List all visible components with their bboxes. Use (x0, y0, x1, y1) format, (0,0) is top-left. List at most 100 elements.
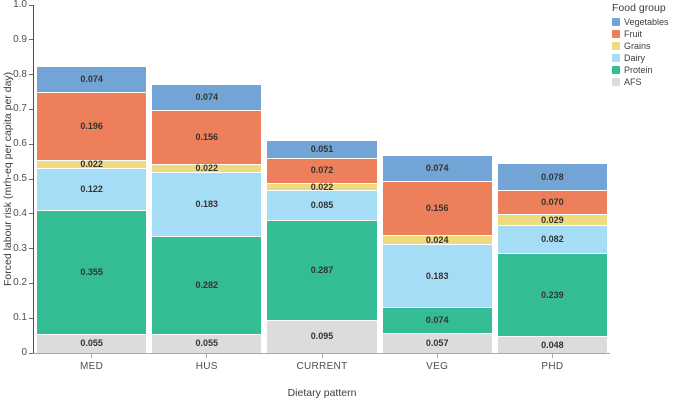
segment-value-label: 0.074 (80, 74, 103, 85)
y-tick-label: 0 (21, 347, 27, 358)
segment-value-label: 0.078 (541, 171, 564, 182)
x-axis-line (33, 353, 610, 354)
bar-segment-med-afs: 0.055 (37, 333, 147, 353)
bar-segment-veg-fruit: 0.156 (382, 181, 492, 236)
y-tick-mark (29, 282, 33, 284)
x-tick-mark (206, 354, 208, 358)
legend-swatch-dairy (612, 54, 620, 62)
x-tick-mark (91, 354, 93, 358)
y-tick-mark (29, 39, 33, 41)
y-axis-line (33, 5, 34, 354)
x-tick-mark (551, 354, 553, 358)
bar-segment-med-vegetables: 0.074 (37, 66, 147, 92)
segment-value-label: 0.355 (80, 267, 103, 278)
x-tick-mark (321, 354, 323, 358)
segment-value-label: 0.022 (310, 181, 334, 192)
legend-swatch-protein (612, 66, 620, 74)
bar-segment-veg-grains: 0.024 (382, 234, 492, 245)
y-tick-label: 0.5 (13, 173, 27, 184)
bar-segment-current-afs: 0.095 (267, 319, 377, 353)
segment-value-label: 0.070 (541, 197, 564, 208)
legend-swatch-fruit (612, 30, 620, 38)
segment-value-label: 0.024 (425, 234, 449, 245)
legend-title: Food group (612, 2, 666, 14)
bar-segment-veg-dairy: 0.183 (382, 243, 492, 308)
bar-segment-phd-fruit: 0.070 (497, 190, 607, 215)
bar-segment-current-vegetables: 0.051 (267, 140, 377, 158)
bar-segment-current-fruit: 0.072 (267, 157, 377, 183)
bar-segment-phd-afs: 0.048 (497, 336, 607, 353)
y-tick-label: 0.8 (13, 68, 27, 80)
y-tick-label: 0.1 (13, 312, 27, 324)
bar-segment-current-grains: 0.022 (267, 181, 377, 192)
bar-segment-hus-fruit: 0.156 (152, 110, 262, 165)
segment-value-label: 0.074 (425, 315, 449, 326)
y-tick-label: 1.0 (13, 0, 27, 10)
x-tick-label-phd: PHD (541, 361, 564, 372)
y-tick-label: 0.4 (13, 207, 27, 219)
y-tick-mark (29, 178, 33, 180)
legend-item-afs: AFS (612, 77, 685, 87)
segment-value-label: 0.022 (80, 159, 103, 170)
segment-value-label: 0.085 (310, 200, 334, 211)
legend-label: Protein (624, 65, 653, 75)
bar-segment-current-protein: 0.287 (267, 220, 377, 320)
bar-segment-phd-vegetables: 0.078 (497, 162, 607, 191)
bar-segment-hus-vegetables: 0.074 (152, 84, 262, 111)
legend-swatch-afs (612, 78, 620, 86)
bar-segment-hus-protein: 0.282 (152, 235, 262, 334)
bar-segment-phd-protein: 0.239 (497, 253, 607, 337)
legend-swatch-grains (612, 42, 620, 50)
y-tick-label: 0.2 (13, 277, 27, 289)
legend-label: Fruit (624, 29, 642, 39)
segment-value-label: 0.057 (425, 338, 449, 349)
x-tick-label-hus: HUS (195, 361, 218, 372)
y-tick-label: 0.9 (13, 33, 27, 45)
bar-segment-hus-afs: 0.055 (152, 333, 262, 353)
bar-segment-veg-protein: 0.074 (382, 307, 492, 334)
legend-label: Dairy (624, 53, 646, 63)
bar-segment-hus-dairy: 0.183 (152, 172, 262, 236)
segment-value-label: 0.055 (195, 338, 219, 349)
y-tick-label: 0.3 (13, 242, 27, 254)
y-tick-mark (29, 317, 33, 319)
legend-item-grains: Grains (612, 41, 685, 51)
legend-label: AFS (624, 77, 642, 87)
segment-value-label: 0.156 (195, 132, 219, 143)
y-tick-label: 0.7 (13, 103, 27, 115)
y-tick-mark (29, 4, 33, 6)
segment-value-label: 0.287 (310, 265, 334, 275)
bar-segment-current-dairy: 0.085 (267, 190, 377, 221)
bar-segment-med-fruit: 0.196 (37, 92, 147, 161)
segment-value-label: 0.196 (80, 121, 103, 132)
legend: Food group Vegetables Fruit Grains Dairy Pro… (612, 2, 685, 89)
segment-value-label: 0.156 (425, 203, 449, 214)
x-tick-label-current: CURRENT (296, 361, 348, 372)
legend-label: Vegetables (624, 17, 669, 27)
segment-value-label: 0.029 (541, 214, 564, 225)
segment-value-label: 0.082 (541, 233, 564, 244)
legend-item-vegetables: Vegetables (612, 17, 685, 27)
bar-segment-veg-afs: 0.057 (382, 333, 492, 353)
bar-segment-hus-grains: 0.022 (152, 163, 262, 174)
segment-value-label: 0.072 (310, 165, 334, 176)
y-tick-mark (29, 248, 33, 250)
y-tick-mark (29, 143, 33, 145)
bar-segment-veg-vegetables: 0.074 (382, 155, 492, 182)
legend-swatch-vegetables (612, 18, 620, 26)
y-tick-mark (29, 74, 33, 76)
legend-label: Grains (624, 41, 651, 51)
x-tick-label-veg: VEG (426, 361, 449, 372)
bar-segment-med-grains: 0.022 (37, 159, 147, 170)
segment-value-label: 0.122 (80, 184, 103, 195)
bar-segment-med-protein: 0.355 (37, 210, 147, 334)
y-tick-mark (29, 108, 33, 110)
y-tick-mark (29, 352, 33, 354)
segment-value-label: 0.022 (195, 163, 219, 174)
segment-value-label: 0.051 (310, 143, 334, 154)
segment-value-label: 0.183 (195, 198, 219, 209)
bar-segment-phd-dairy: 0.082 (497, 224, 607, 254)
segment-value-label: 0.282 (195, 279, 219, 290)
x-tick-mark (436, 354, 438, 358)
